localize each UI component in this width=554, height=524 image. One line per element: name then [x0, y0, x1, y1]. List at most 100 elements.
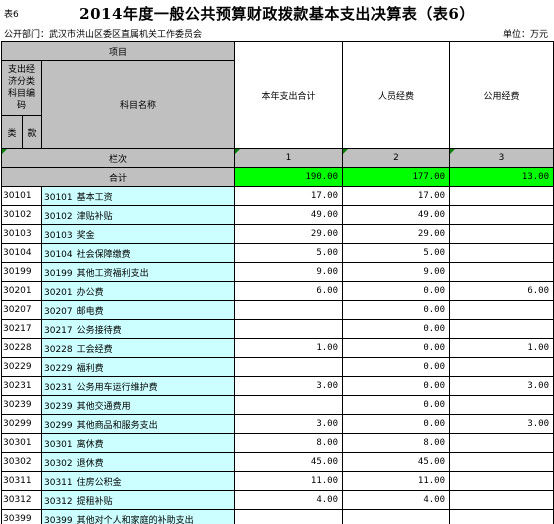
row-subject-code: 30101	[44, 192, 73, 203]
table-row: 30104 30104 社会保障缴费 5.00 5.00	[1, 243, 554, 263]
row-category-code: 30103	[1, 224, 42, 244]
row-public	[449, 395, 554, 415]
row-subject-name: 其他工资福利支出	[76, 268, 149, 279]
row-total: 9.00	[234, 262, 343, 282]
row-subject-name: 提租补贴	[76, 496, 113, 507]
row-public	[449, 224, 554, 244]
row-subject-code: 30302	[44, 458, 73, 469]
cell-marker	[343, 149, 348, 154]
row-category-code: 30102	[1, 205, 42, 225]
row-total	[234, 357, 343, 377]
table-row: 30301 30301 离休费 8.00 8.00	[1, 433, 554, 453]
row-public: 6.00	[449, 281, 554, 301]
page-title: 2014年度一般公共预算财政拨款基本支出决算表（表6）	[79, 5, 475, 23]
table-row: 30102 30102 津贴补贴 49.00 49.00	[1, 205, 554, 225]
cell-marker	[450, 149, 455, 154]
row-personnel: 5.00	[342, 243, 450, 263]
table-row: 30312 30312 提租补贴 4.00 4.00	[1, 490, 554, 510]
row-subject-code: 30104	[44, 249, 73, 260]
row-subject-name: 福利费	[76, 363, 104, 374]
row-personnel	[342, 509, 450, 524]
sum-label: 合计	[1, 167, 235, 187]
table-row: 30207 30207 邮电费 0.00	[1, 300, 554, 320]
row-subject-code: 30239	[44, 401, 73, 412]
row-subject-code: 30207	[44, 306, 73, 317]
row-personnel: 8.00	[342, 433, 450, 453]
row-personnel: 0.00	[342, 376, 450, 396]
row-subject-code: 30312	[44, 496, 73, 507]
row-subject: 30299 其他商品和服务支出	[41, 414, 235, 434]
row-personnel: 0.00	[342, 281, 450, 301]
row-subject-code: 30299	[44, 420, 73, 431]
row-personnel: 0.00	[342, 357, 450, 377]
row-public: 1.00	[449, 338, 554, 358]
cell-marker	[235, 149, 240, 154]
row-total	[234, 395, 343, 415]
row-category-code: 30207	[1, 300, 42, 320]
row-subject-name: 公务用车运行维护费	[76, 382, 158, 393]
table-row: 30229 30229 福利费 0.00	[1, 357, 554, 377]
row-category-code: 30231	[1, 376, 42, 396]
row-subject-name: 奖金	[76, 230, 95, 241]
order-3: 3	[449, 148, 554, 168]
sum-total: 190.00	[234, 167, 343, 187]
row-subject: 30101 基本工资	[41, 186, 235, 206]
row-personnel: 0.00	[342, 300, 450, 320]
row-subject-code: 30199	[44, 268, 73, 279]
sum-personnel: 177.00	[342, 167, 450, 187]
table-row: 30299 30299 其他商品和服务支出 3.00 0.00 3.00	[1, 414, 554, 434]
row-personnel: 11.00	[342, 471, 450, 491]
row-total: 17.00	[234, 186, 343, 206]
header-category: 类	[1, 115, 23, 149]
row-subject: 30104 社会保障缴费	[41, 243, 235, 263]
row-total: 11.00	[234, 471, 343, 491]
table-row: 30201 30201 办公费 6.00 0.00 6.00	[1, 281, 554, 301]
row-subject-name: 离休费	[76, 439, 104, 450]
row-subject-code: 30102	[44, 211, 73, 222]
row-personnel: 0.00	[342, 338, 450, 358]
row-subject: 30217 公务接待费	[41, 319, 235, 339]
row-subject-name: 津贴补贴	[76, 211, 113, 222]
row-subject: 30301 离休费	[41, 433, 235, 453]
row-public: 3.00	[449, 414, 554, 434]
row-personnel: 0.00	[342, 414, 450, 434]
row-category-code: 30101	[1, 186, 42, 206]
row-personnel: 0.00	[342, 395, 450, 415]
row-category-code: 30302	[1, 452, 42, 472]
row-subject: 30239 其他交通费用	[41, 395, 235, 415]
table-row: 30239 30239 其他交通费用 0.00	[1, 395, 554, 415]
row-subject-name: 社会保障缴费	[76, 249, 131, 260]
row-total: 29.00	[234, 224, 343, 244]
row-total: 8.00	[234, 433, 343, 453]
row-public	[449, 186, 554, 206]
table-row: 30217 30217 公务接待费 0.00	[1, 319, 554, 339]
row-total	[234, 319, 343, 339]
row-subject: 30302 退休费	[41, 452, 235, 472]
header-subject-name: 科目名称	[41, 60, 235, 149]
row-subject-code: 30231	[44, 382, 73, 393]
order-1: 1	[234, 148, 343, 168]
row-subject: 30103 奖金	[41, 224, 235, 244]
expenditure-table: 项目 本年支出合计 人员经费 公用经费 支出经济分类科目编码 科目名称 类 款 …	[1, 41, 554, 524]
row-public	[449, 300, 554, 320]
row-subject-name: 其他交通费用	[76, 401, 131, 412]
row-public	[449, 262, 554, 282]
table-row: 30228 30228 工会经费 1.00 0.00 1.00	[1, 338, 554, 358]
row-subject: 30199 其他工资福利支出	[41, 262, 235, 282]
row-total: 49.00	[234, 205, 343, 225]
row-subject: 30399 其他对个人和家庭的补助支出	[41, 509, 235, 524]
table-row: 30199 30199 其他工资福利支出 9.00 9.00	[1, 262, 554, 282]
header-public: 公用经费	[449, 41, 554, 149]
row-category-code: 30311	[1, 471, 42, 491]
row-personnel: 4.00	[342, 490, 450, 510]
row-public	[449, 490, 554, 510]
unit-label: 单位：万元	[502, 30, 548, 40]
row-category-code: 30201	[1, 281, 42, 301]
cell-marker	[2, 149, 7, 154]
row-subject-code: 30217	[44, 325, 73, 336]
row-total: 45.00	[234, 452, 343, 472]
row-total: 5.00	[234, 243, 343, 263]
row-subject-code: 30301	[44, 439, 73, 450]
row-public: 3.00	[449, 376, 554, 396]
sheet-tag: 表6	[4, 10, 19, 20]
